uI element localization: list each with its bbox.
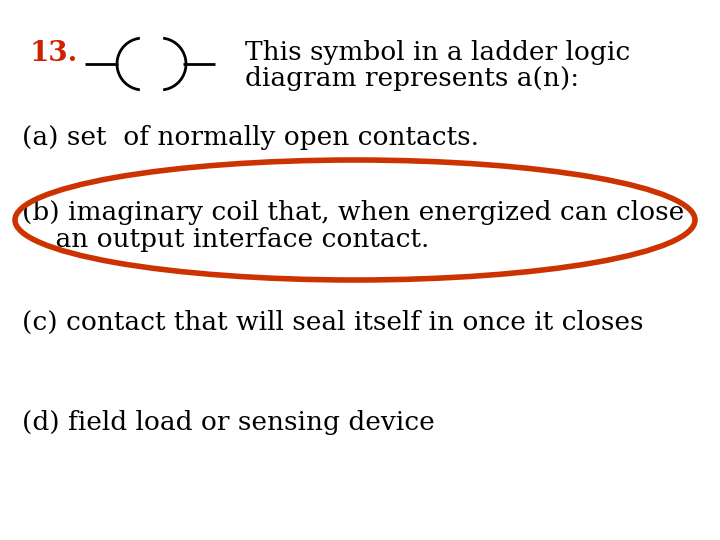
Text: (c) contact that will seal itself in once it closes: (c) contact that will seal itself in onc… xyxy=(22,310,644,335)
Text: (b) imaginary coil that, when energized can close: (b) imaginary coil that, when energized … xyxy=(22,200,684,225)
Text: (a) set  of normally open contacts.: (a) set of normally open contacts. xyxy=(22,125,479,150)
Text: (d) field load or sensing device: (d) field load or sensing device xyxy=(22,410,435,435)
Text: an output interface contact.: an output interface contact. xyxy=(22,227,429,252)
Text: diagram represents a(n):: diagram represents a(n): xyxy=(245,66,579,91)
Text: 13.: 13. xyxy=(30,40,78,67)
Text: This symbol in a ladder logic: This symbol in a ladder logic xyxy=(245,40,630,65)
